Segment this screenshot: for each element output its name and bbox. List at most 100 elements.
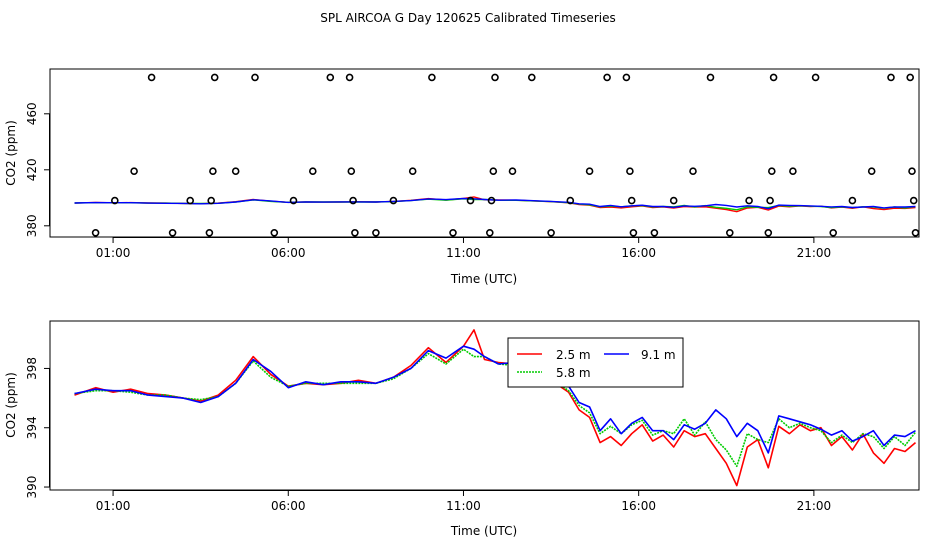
bottom-x-axis-label: Time (UTC): [450, 524, 517, 538]
top-marker-point: [231, 167, 240, 175]
top-marker-point: [345, 73, 354, 82]
top-x-axis: 01:00 06:00 11:00 16:00 21:00: [96, 237, 831, 260]
top-y-axis: 380 420 460: [25, 102, 50, 237]
top-marker-point: [186, 196, 194, 205]
top-marker-point: [489, 167, 498, 175]
bottom-y-tick-label: 390: [25, 476, 39, 499]
legend-label-2-5m: 2.5 m: [556, 348, 591, 362]
top-marker-point: [911, 229, 920, 237]
top-marker-point: [867, 167, 876, 175]
top-marker-point: [168, 229, 177, 237]
top-marker-point: [349, 196, 357, 205]
top-y-tick-label: 380: [25, 214, 39, 237]
top-marker-point: [909, 196, 918, 205]
top-marker-point: [372, 229, 380, 237]
bottom-x-tick-label: 01:00: [96, 499, 131, 513]
top-marker-point: [725, 229, 734, 237]
top-marker-point: [906, 73, 915, 82]
bottom-series-line-9-1-m: [74, 345, 916, 454]
bottom-y-axis-label: CO2 (ppm): [4, 372, 18, 438]
top-marker-point: [566, 196, 575, 205]
top-marker-point: [347, 167, 356, 175]
top-marker-point: [487, 196, 496, 205]
top-marker-point: [622, 73, 631, 82]
top-x-tick-label: 16:00: [621, 246, 656, 260]
top-marker-point: [585, 167, 594, 175]
top-y-tick-label: 420: [25, 158, 39, 181]
top-marker-point: [650, 229, 659, 237]
top-marker-point: [111, 196, 119, 205]
top-y-tick-label: 460: [25, 102, 39, 125]
top-marker-point: [789, 167, 797, 175]
top-marker-point: [769, 73, 778, 82]
top-marker-point: [389, 196, 398, 205]
top-marker-point: [326, 73, 335, 82]
top-marker-point: [449, 229, 457, 237]
top-marker-point: [829, 229, 838, 237]
top-marker-point: [547, 229, 555, 237]
top-marker-point: [130, 167, 138, 175]
bottom-y-tick-label: 398: [25, 357, 39, 380]
bottom-y-tick-label: 394: [25, 416, 39, 439]
top-marker-point: [485, 229, 494, 237]
top-marker-point: [527, 73, 536, 82]
top-marker-point: [848, 196, 857, 205]
top-marker-point: [766, 196, 774, 205]
bottom-series-line-2-5-m: [74, 329, 917, 487]
top-marker-point: [147, 73, 156, 82]
top-marker-point: [745, 196, 753, 205]
top-marker-point: [270, 229, 279, 237]
top-marker-point: [428, 73, 436, 82]
top-marker-point: [466, 196, 475, 205]
top-marker-point: [603, 73, 611, 82]
bottom-plot-frame: [49, 320, 920, 491]
top-y-axis-label: CO2 (ppm): [4, 120, 18, 186]
top-marker-point: [629, 229, 638, 237]
top-marker-point: [908, 167, 916, 175]
legend-box: [507, 337, 684, 388]
top-x-tick-label: 01:00: [96, 246, 131, 260]
top-markers: [91, 73, 920, 237]
bottom-series-lines: [74, 329, 917, 487]
bottom-x-tick-label: 21:00: [797, 499, 832, 513]
top-marker-point: [706, 73, 715, 82]
top-marker-point: [308, 167, 317, 175]
top-marker-point: [627, 196, 636, 205]
top-x-tick-label: 11:00: [446, 246, 481, 260]
bottom-panel: 01:00 06:00 11:00 16:00 21:00 390 394 398 Time…: [4, 320, 920, 538]
top-marker-point: [764, 229, 773, 237]
top-series-line-9-1-m: [74, 197, 916, 210]
top-marker-point: [767, 167, 776, 175]
top-marker-point: [669, 196, 678, 205]
figure-title: SPL AIRCOA G Day 120625 Calibrated Times…: [320, 11, 615, 25]
top-panel: 01:00 06:00 11:00 16:00 21:00 380 420 460 Time…: [4, 68, 920, 286]
top-x-tick-label: 06:00: [271, 246, 306, 260]
top-marker-point: [626, 167, 634, 175]
bottom-series-line-5-8-m: [74, 348, 917, 468]
top-series-lines: [74, 196, 916, 213]
top-marker-point: [811, 73, 820, 82]
legend-label-9-1m: 9.1 m: [641, 348, 676, 362]
top-marker-point: [205, 229, 214, 237]
bottom-x-tick-label: 11:00: [446, 499, 481, 513]
top-marker-point: [887, 73, 895, 82]
bottom-x-tick-label: 06:00: [271, 499, 306, 513]
top-marker-point: [351, 229, 359, 237]
top-marker-point: [210, 73, 219, 82]
top-x-axis-label: Time (UTC): [450, 272, 517, 286]
top-marker-point: [508, 167, 517, 175]
top-marker-point: [491, 73, 499, 82]
top-marker-point: [408, 167, 417, 175]
top-marker-point: [251, 73, 259, 82]
legend-label-5-8m: 5.8 m: [556, 366, 591, 380]
bottom-x-axis: 01:00 06:00 11:00 16:00 21:00: [96, 490, 831, 513]
bottom-y-axis: 390 394 398: [25, 357, 50, 499]
top-x-tick-label: 21:00: [797, 246, 832, 260]
legend: 2.5 m 5.8 m 9.1 m: [507, 337, 684, 388]
top-marker-point: [91, 229, 100, 237]
top-marker-point: [207, 196, 215, 205]
top-marker-point: [289, 196, 298, 205]
top-marker-point: [689, 167, 697, 175]
top-plot-frame: [49, 68, 920, 238]
